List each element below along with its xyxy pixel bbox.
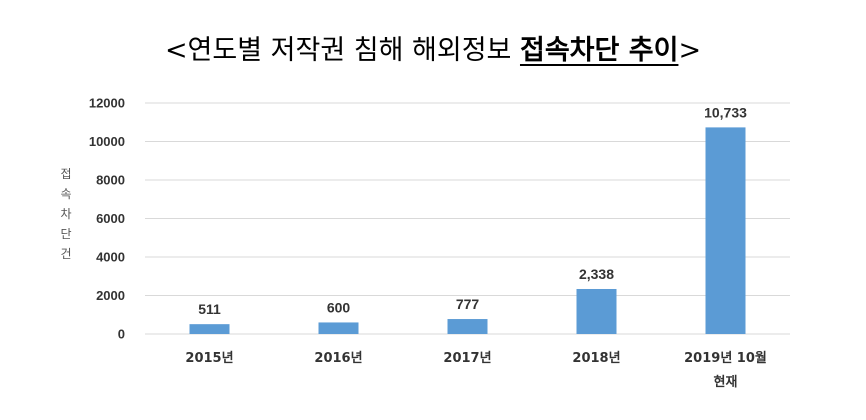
chart-title-emphasis: 접속차단 추이 [519,35,679,66]
data-label: 600 [327,299,351,315]
y-tick-label: 4000 [96,250,125,265]
y-tick-label: 10000 [89,134,125,149]
bar [318,322,359,334]
gridlines [145,102,790,335]
y-axis-label-char: 속 [60,187,71,201]
y-axis-label-char: 건 [60,247,71,261]
y-axis-label-char: 접 [60,167,71,181]
data-label: 777 [456,296,480,312]
x-category-label: 2017년 [443,351,491,366]
x-category-label: 2015년 [185,351,233,366]
data-label: 2,338 [579,266,614,282]
bar [447,319,488,334]
bar [705,127,746,335]
data-label: 511 [198,301,221,317]
y-axis-label-char: 차 [60,207,71,221]
bars [189,127,746,335]
y-axis-ticks: 0 2000 4000 6000 8000 10000 12000 [89,96,125,342]
x-category-label: 2019년 10월 [684,350,767,366]
y-axis-label-char: 단 [60,227,71,241]
x-category-label: 2018년 [572,351,620,366]
data-label: 10,733 [704,104,747,120]
chart-title-prefix: <연도별 저작권 침해 해외정보 [164,35,520,66]
x-category-label: 2016년 [314,351,362,366]
y-tick-label: 0 [118,327,125,342]
y-tick-label: 2000 [96,288,125,303]
data-labels: 511 600 777 2,338 10,733 [198,104,747,317]
bar [189,324,230,334]
chart-title-suffix: > [678,35,702,66]
y-tick-label: 6000 [96,211,125,226]
y-tick-label: 12000 [89,96,125,111]
bar [576,288,617,334]
x-category-label: 현재 [714,374,738,390]
y-tick-label: 8000 [96,173,125,188]
chart-title: <연도별 저작권 침해 해외정보 접속차단 추이> [0,28,866,67]
